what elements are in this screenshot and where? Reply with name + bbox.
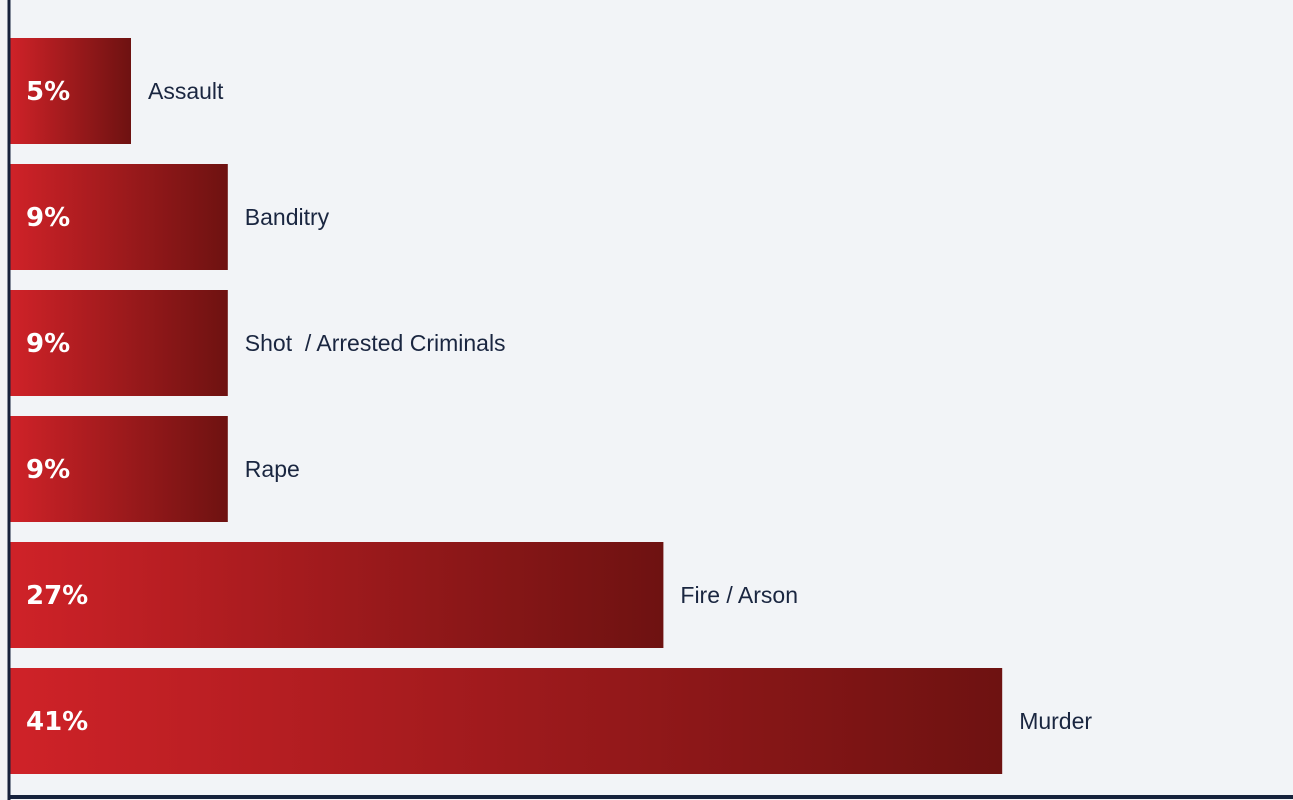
bar-category-label: Murder (1019, 708, 1092, 734)
bar-category-label: Assault (148, 78, 224, 104)
bar-category-label: Banditry (245, 204, 330, 230)
bar-3 (10, 416, 228, 522)
bar-value-label: 41% (26, 707, 88, 737)
bar-value-label: 5% (26, 77, 70, 107)
bars-group: 5% Assault 9% Banditry 9% Shot / Arrested Cri… (10, 38, 1092, 774)
bar-1 (10, 164, 228, 270)
bar-category-label: Rape (245, 456, 300, 482)
bar-value-label: 9% (26, 329, 70, 359)
bar-value-label: 9% (26, 455, 70, 485)
bar-value-label: 27% (26, 581, 88, 611)
bar-category-label: Shot / Arrested Criminals (245, 330, 506, 356)
bar-category-label: Fire / Arson (680, 582, 798, 608)
bar-value-label: 9% (26, 203, 70, 233)
bar-4 (10, 542, 664, 648)
bar-5 (10, 668, 1003, 774)
bar-0 (10, 38, 131, 144)
bar-2 (10, 290, 228, 396)
